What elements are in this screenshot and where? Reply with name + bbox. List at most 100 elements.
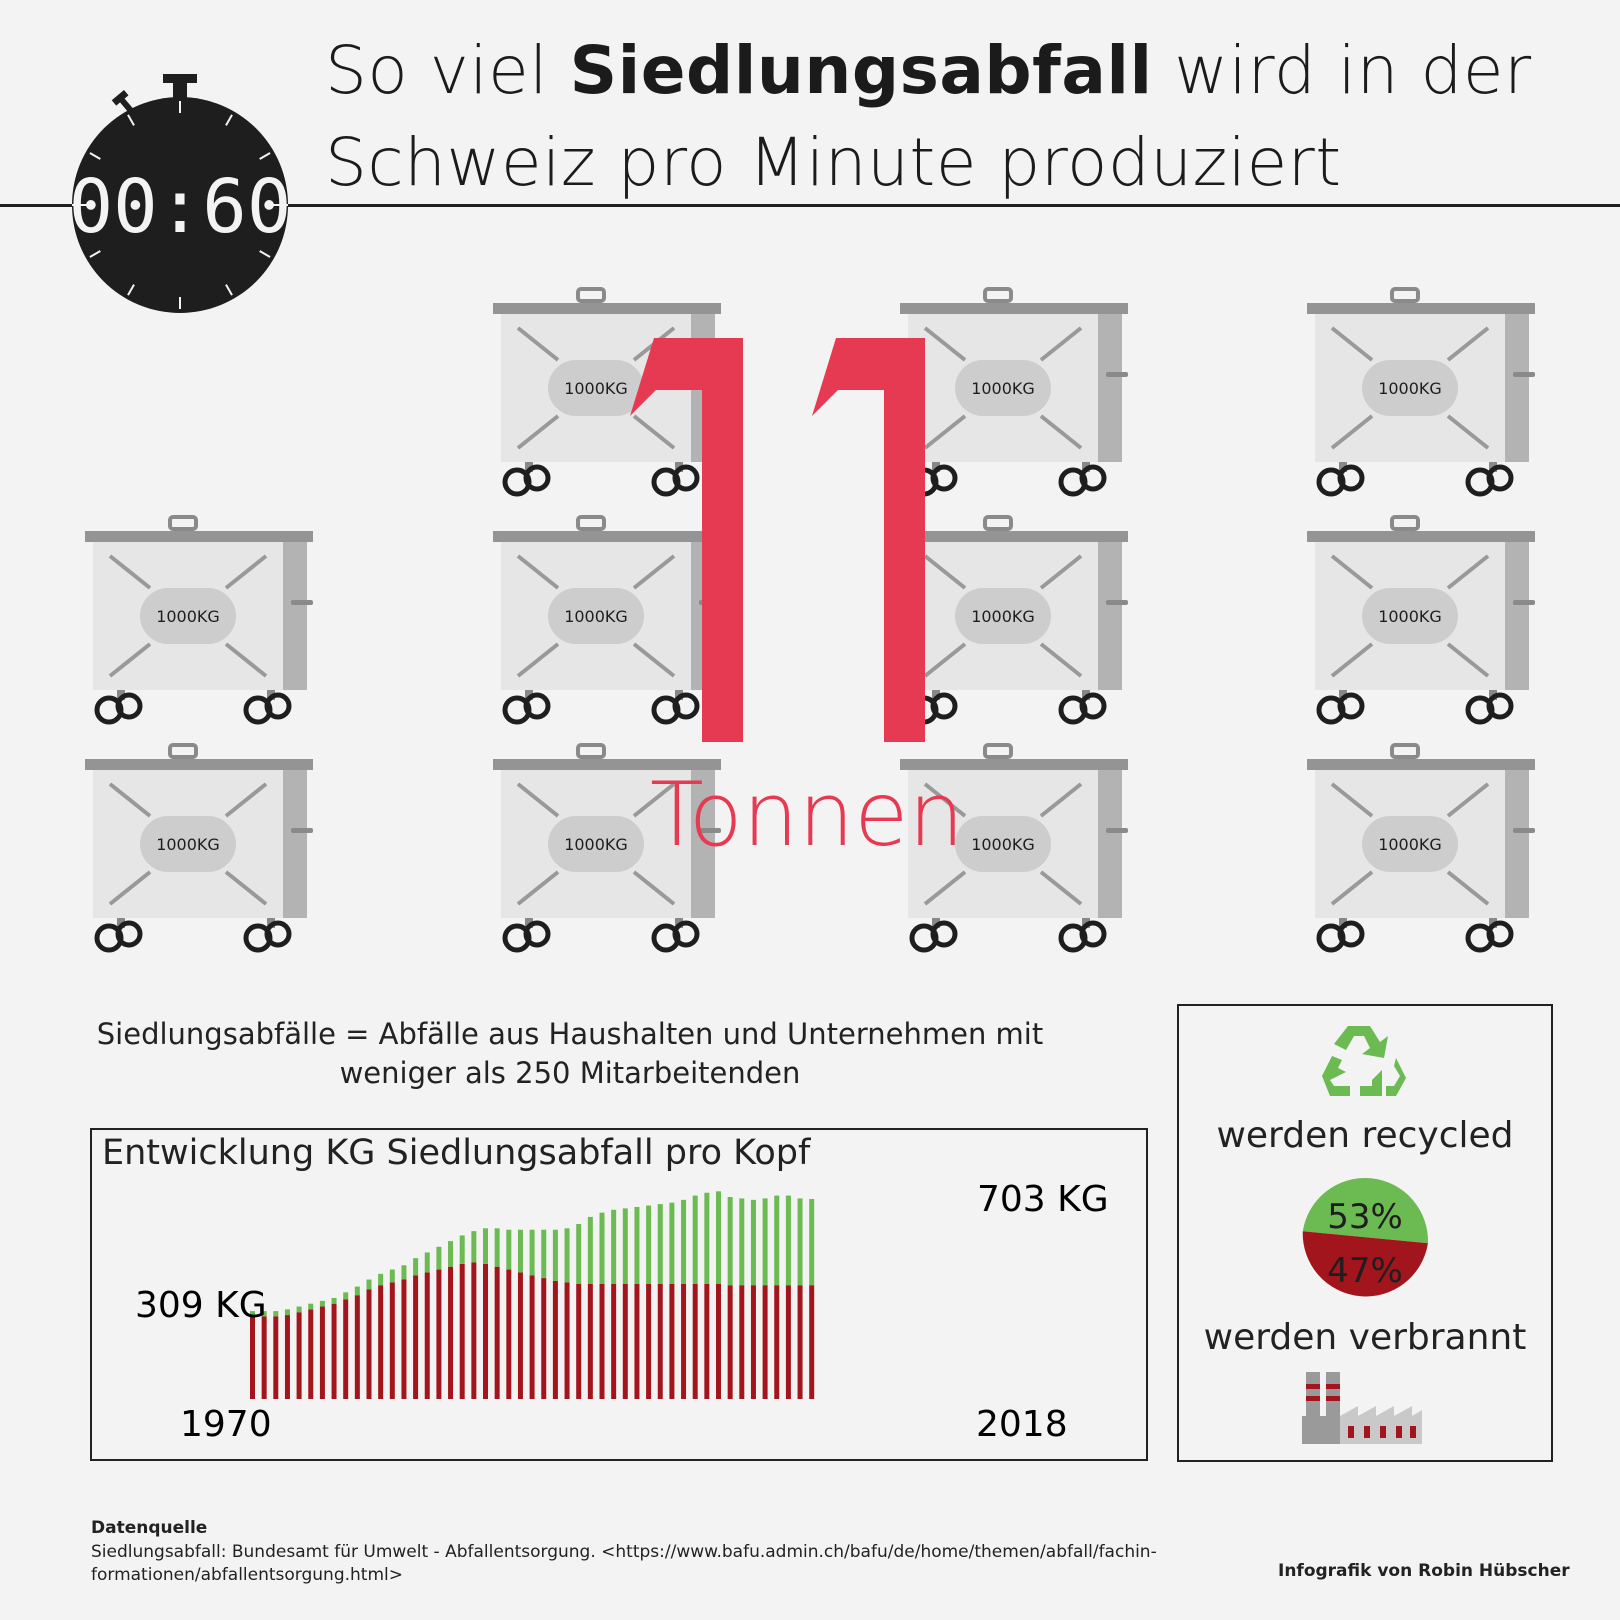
headline-number: 11 [630,338,925,742]
bar-recycled [716,1191,721,1284]
recycling-panel [1177,1004,1553,1462]
source-heading: Datenquelle [91,1518,208,1538]
bar-recycled [541,1229,547,1279]
bar-recycled [261,1311,267,1317]
bar-recycled [413,1258,419,1276]
recycling-pie: 53% 47% [1302,1178,1428,1297]
bar-burned [739,1285,745,1399]
bin-label: 1000KG [564,835,628,854]
bar-recycled [634,1206,640,1284]
bar-recycled [308,1303,314,1310]
bar-recycled [424,1252,430,1273]
bar-recycled [471,1231,477,1263]
bar-burned [471,1262,477,1399]
end-value-label: 703 KG [977,1179,1109,1220]
bar-burned [657,1283,663,1399]
bar-burned [354,1295,360,1399]
bar-burned [809,1285,815,1399]
bar-burned [517,1272,523,1399]
source-line-1: Siedlungsabfall: Bundesamt für Umwelt - … [91,1542,1157,1562]
bar-burned [716,1283,721,1399]
bar-recycled [564,1228,570,1283]
bar-recycled [599,1212,605,1284]
bar-recycled [669,1202,675,1284]
bar-burned [319,1306,325,1399]
bar-recycled [704,1192,710,1284]
bar-recycled [692,1195,698,1284]
bar-burned [483,1263,488,1399]
start-year-label: 1970 [180,1404,272,1445]
credit: Infografik von Robin Hübscher [1278,1561,1570,1581]
stopwatch-icon: 00:60 [69,74,291,313]
bar-burned [529,1275,535,1399]
bar-burned [413,1275,419,1399]
chart-frame [90,1128,1148,1461]
definition-line-1: Siedlungsabfälle = Abfälle aus Haushalte… [96,1017,1044,1051]
bar-burned [669,1283,675,1399]
recycle-icon [1322,1026,1406,1096]
bar-burned [401,1279,407,1399]
bar-recycled [797,1198,803,1286]
bar-recycled [657,1204,663,1284]
bar-recycled [529,1229,535,1276]
bar-burned [366,1289,372,1399]
source-line-2: formationen/abfallentsorgung.html> [91,1565,403,1585]
bar-burned [785,1285,791,1399]
bar-burned [378,1285,384,1399]
title-pre: So viel [325,32,570,109]
bar-recycled [366,1279,372,1290]
bar-recycled [331,1298,337,1304]
bar-recycled [448,1241,454,1267]
bar-burned [762,1285,768,1399]
bar-burned [343,1299,349,1399]
bar-burned [692,1283,698,1399]
bar-recycled [774,1195,780,1286]
bar-recycled [646,1205,652,1284]
bar-burned [541,1278,547,1399]
bar-burned [448,1266,454,1399]
bar-burned [564,1282,570,1399]
bar-burned [797,1285,803,1399]
bar-burned [250,1316,255,1399]
bar-burned [646,1283,652,1399]
bar-recycled [250,1311,255,1317]
waste-bin: 1000KG [85,745,313,950]
bar-burned [506,1269,512,1399]
title-line-2: Schweiz pro Minute produziert [325,124,1342,201]
bar-recycled [378,1273,384,1286]
bar-recycled [494,1228,500,1267]
bin-label: 1000KG [971,607,1035,626]
title-post: wird in der [1152,32,1532,109]
bar-burned [750,1285,756,1399]
bar-recycled [739,1198,745,1286]
bar-recycled [284,1309,290,1316]
bar-recycled [436,1246,442,1270]
bar-recycled [343,1292,349,1300]
bar-burned [634,1283,640,1399]
bar-burned [494,1266,500,1399]
bar-recycled [459,1235,465,1264]
header-rule [0,204,1620,207]
waste-bin: 1000KG [1307,517,1535,722]
bar-burned [424,1272,430,1399]
bar-recycled [401,1265,407,1280]
bar-burned [296,1312,302,1399]
chart-plot: 309 KG 703 KG 1970 2018 [135,1179,1109,1445]
source-text: Siedlungsabfall: Bundesamt für Umwelt - … [91,1541,1231,1587]
bar-recycled [319,1300,325,1307]
digit-one-right [812,338,925,742]
title-line-1: So viel Siedlungsabfall wird in der [325,25,1605,117]
bar-recycled [587,1216,593,1284]
bar-recycled [727,1197,733,1286]
bar-burned [459,1263,465,1399]
bar-recycled [622,1208,628,1284]
bar-recycled [552,1229,558,1281]
page-title: So viel Siedlungsabfall wird in der Schw… [325,25,1605,209]
bar-recycled [681,1199,687,1284]
digit-one-left [630,338,743,742]
waste-bin: 1000KG [1307,745,1535,950]
bin-label: 1000KG [156,835,220,854]
recycled-pct: 53% [1327,1197,1403,1237]
bar-burned [599,1283,605,1399]
title-bold: Siedlungsabfall [569,32,1153,109]
